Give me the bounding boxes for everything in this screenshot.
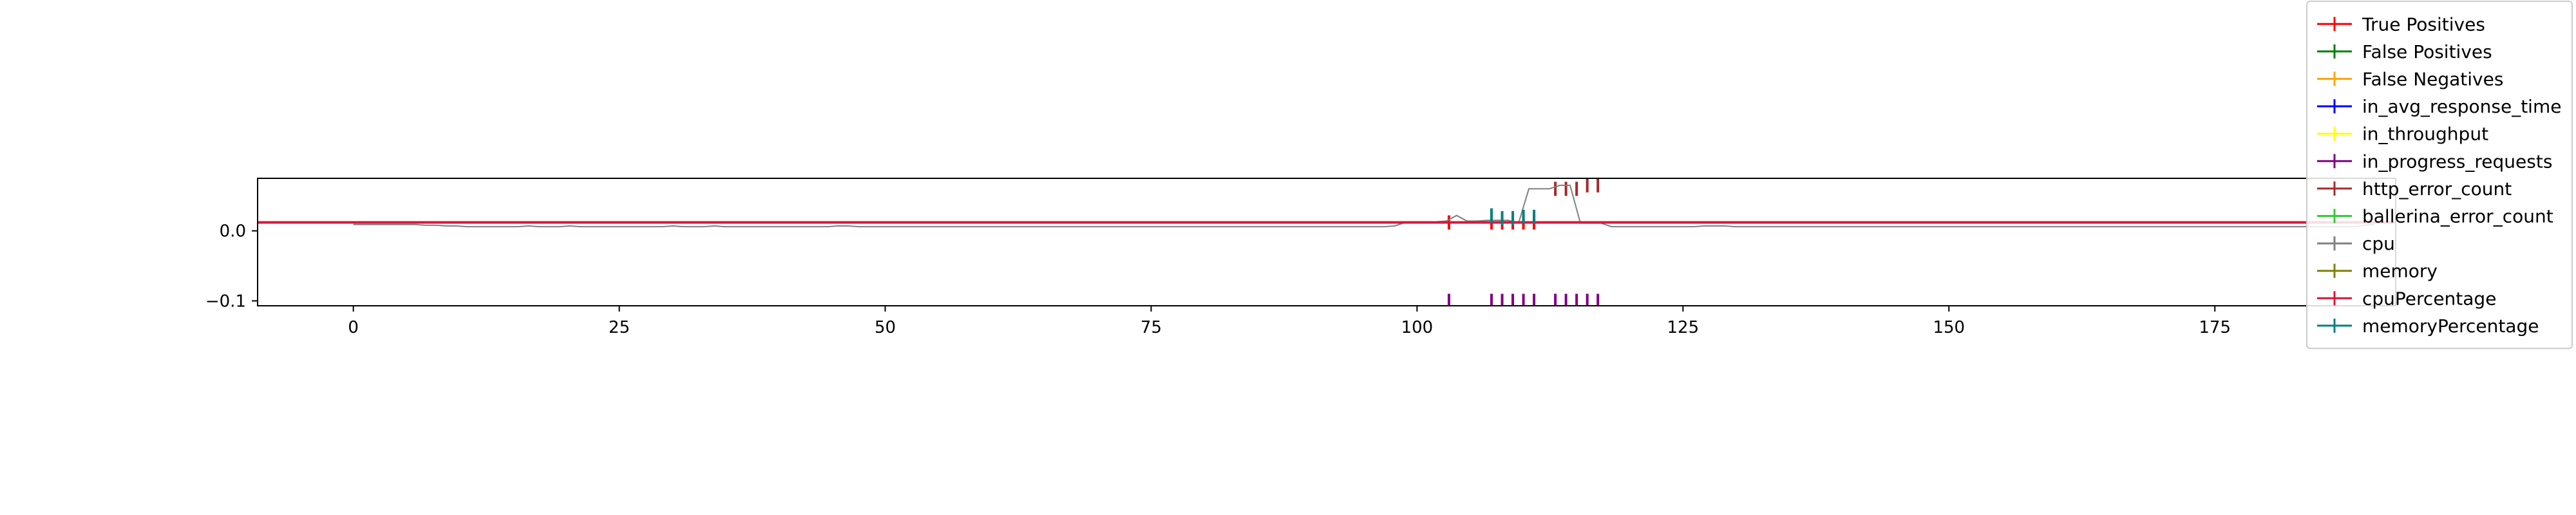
x-tick-label: 125 [1667,318,1700,337]
legend-label: False Negatives [2362,69,2503,90]
legend-entry: cpu [2317,233,2395,254]
legend-entry: in_progress_requests [2317,151,2552,172]
legend-entry: cpuPercentage [2317,288,2496,309]
axes: 0 25 50 75 100 125 150 175 0.0 −0.1 [205,222,2231,337]
x-tick-label: 50 [875,318,896,337]
legend-label: cpu [2362,233,2395,254]
x-tick-label: 75 [1141,318,1162,337]
legend-label: in_progress_requests [2362,151,2552,172]
legend-entry: True Positives [2317,14,2485,35]
legend-entry: ballerina_error_count [2317,206,2553,227]
legend-entry: in_throughput [2317,124,2488,145]
legend-label: False Positives [2362,41,2492,62]
legend-frame [2306,1,2573,350]
legend-label: memoryPercentage [2362,315,2539,337]
x-tick-label: 0 [348,318,359,337]
legend-entry: False Positives [2317,41,2492,62]
x-tick-label: 150 [1933,318,1965,337]
y-tick-label: 0.0 [220,222,246,241]
legend-label: http_error_count [2362,178,2512,200]
legend-entry: False Negatives [2317,69,2503,90]
legend-entry: memoryPercentage [2317,315,2539,337]
legend: True Positives False Positives False Negat… [2306,1,2573,350]
legend-entry: in_avg_response_time [2317,96,2561,117]
legend-label: in_avg_response_time [2362,96,2561,117]
legend-label: cpuPercentage [2362,288,2496,309]
legend-label: in_throughput [2362,124,2488,145]
x-tick-label: 100 [1401,318,1434,337]
legend-label: True Positives [2362,14,2485,35]
legend-entry: http_error_count [2317,178,2512,200]
x-tick-label: 175 [2199,318,2231,337]
legend-label: memory [2362,261,2438,282]
y-tick-label: −0.1 [205,292,246,311]
series-cpu-line [353,184,2375,228]
x-tick-label: 25 [609,318,630,337]
legend-label: ballerina_error_count [2362,206,2553,227]
legend-entry: memory [2317,261,2438,282]
